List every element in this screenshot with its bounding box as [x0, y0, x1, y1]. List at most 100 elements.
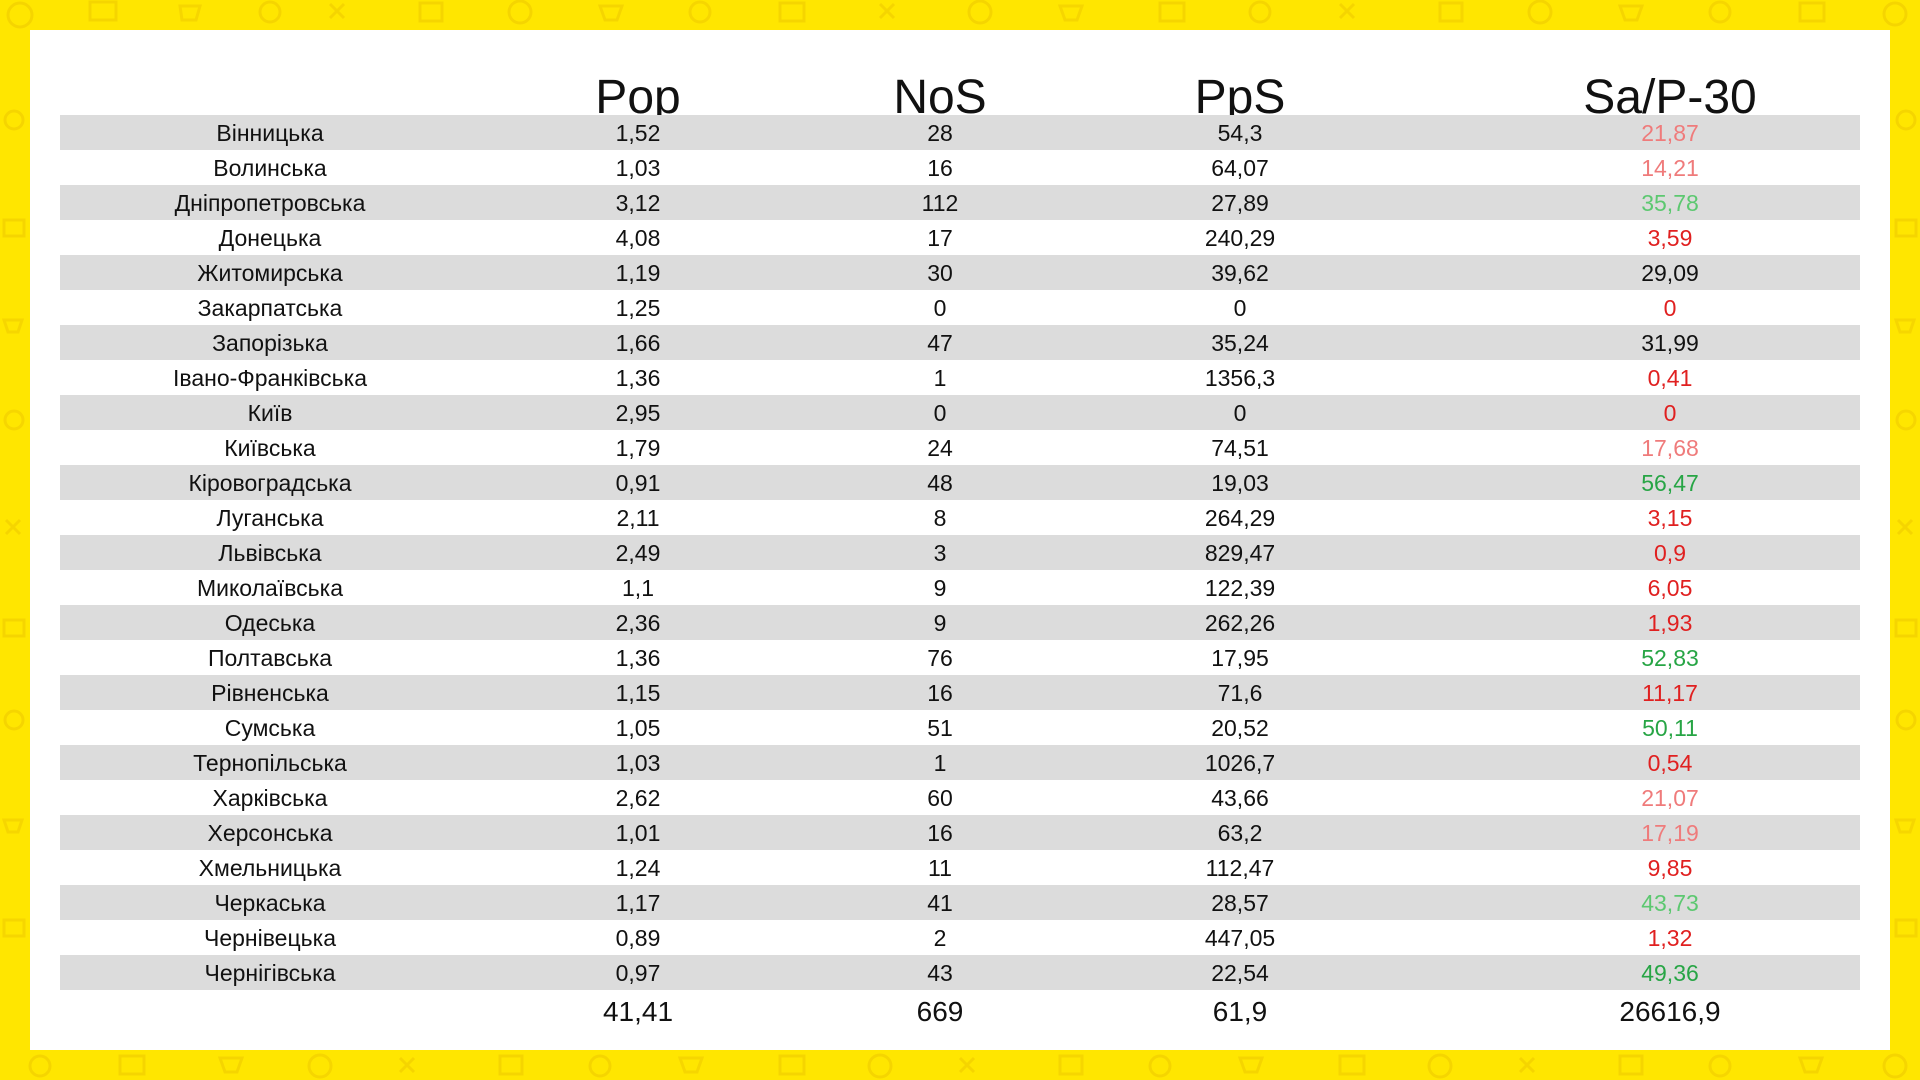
pop-cell: 1,36	[615, 365, 661, 391]
pps-cell: 43,66	[1211, 785, 1269, 811]
table-row: Закарпатська 1,25 0 0 0	[60, 290, 1860, 325]
sap-cell: 49,36	[1641, 960, 1699, 986]
total-pop: 41,41	[602, 996, 674, 1027]
region-name-cell: Київ	[247, 400, 293, 426]
table-row: Чернівецька 0,89 2 447,05 1,32	[60, 920, 1860, 955]
sap-cell: 11,17	[1642, 680, 1698, 706]
table-row: Сумська 1,05 51 20,52 50,11	[60, 710, 1860, 745]
pop-cell: 1,36	[615, 645, 661, 671]
nos-cell: 1	[933, 750, 947, 776]
pop-cell: 1,19	[615, 260, 661, 286]
totals-row: 41,41 669 61,9 26616,9	[60, 990, 1860, 1035]
region-name-cell: Луганська	[216, 505, 324, 531]
pop-cell: 1,79	[615, 435, 661, 461]
region-name-cell: Дніпропетровська	[174, 190, 366, 216]
pps-cell: 22,54	[1211, 960, 1269, 986]
pps-cell: 0	[1233, 400, 1247, 426]
sap-cell: 9,85	[1647, 855, 1693, 881]
pps-cell: 71,6	[1217, 680, 1263, 706]
nos-cell: 28	[927, 120, 953, 146]
nos-cell: 0	[933, 295, 947, 321]
region-name-cell: Закарпатська	[197, 295, 343, 321]
pps-cell: 64,07	[1211, 155, 1269, 181]
region-name-cell: Волинська	[213, 155, 327, 181]
nos-cell: 60	[927, 785, 953, 811]
region-name-cell: Донецька	[218, 225, 322, 251]
pop-cell: 1,05	[615, 715, 661, 741]
pop-cell: 2,95	[615, 400, 661, 426]
total-nos: 669	[916, 996, 964, 1027]
total-sap: 26616,9	[1619, 996, 1721, 1027]
table-row: Запорізька 1,66 47 35,24 31,99	[60, 325, 1860, 360]
pop-cell: 2,11	[616, 505, 660, 531]
sap-cell: 6,05	[1647, 575, 1693, 601]
sap-cell: 17,19	[1641, 820, 1699, 846]
region-name-cell: Тернопільська	[193, 750, 347, 776]
pop-cell: 2,62	[615, 785, 661, 811]
nos-cell: 9	[933, 575, 947, 601]
table-row: Херсонська 1,01 16 63,2 17,19	[60, 815, 1860, 850]
region-name-cell: Миколаївська	[196, 575, 344, 601]
sap-cell: 1,32	[1647, 925, 1693, 951]
table-row: Харківська 2,62 60 43,66 21,07	[60, 780, 1860, 815]
table-row: Донецька 4,08 17 240,29 3,59	[60, 220, 1860, 255]
pps-cell: 39,62	[1211, 260, 1269, 286]
region-name-cell: Вінницька	[216, 120, 324, 146]
nos-cell: 112	[921, 190, 959, 216]
region-name-cell: Чернівецька	[204, 925, 336, 951]
region-name-cell: Рівненська	[211, 680, 329, 706]
pop-cell: 3,12	[615, 190, 661, 216]
nos-cell: 0	[933, 400, 947, 426]
nos-cell: 76	[927, 645, 953, 671]
region-name-cell: Херсонська	[207, 820, 333, 846]
table-row: Чернігівська 0,97 43 22,54 49,36	[60, 955, 1860, 990]
pop-cell: 4,08	[615, 225, 661, 251]
region-name-cell: Львівська	[218, 540, 322, 566]
table-row: Львівська 2,49 3 829,47 0,9	[60, 535, 1860, 570]
table-row: Миколаївська 1,1 9 122,39 6,05	[60, 570, 1860, 605]
nos-cell: 41	[927, 890, 953, 916]
sap-cell: 1,93	[1647, 610, 1693, 636]
region-name-cell: Івано-Франківська	[172, 365, 368, 391]
nos-cell: 9	[933, 610, 947, 636]
nos-cell: 30	[927, 260, 953, 286]
sap-cell: 21,07	[1641, 785, 1699, 811]
region-name-cell: Кіровоградська	[188, 470, 352, 496]
nos-cell: 24	[927, 435, 953, 461]
table-panel: Pop NoS PpS Sa/P-30 Вінницька 1,52 28 54,3 2…	[30, 30, 1890, 1050]
pps-cell: 28,57	[1211, 890, 1269, 916]
pps-cell: 20,52	[1211, 715, 1269, 741]
table-row: Київ 2,95 0 0 0	[60, 395, 1860, 430]
nos-cell: 48	[927, 470, 953, 496]
region-name-cell: Київська	[224, 435, 316, 461]
pop-cell: 2,36	[615, 610, 661, 636]
region-name-cell: Житомирська	[197, 260, 343, 286]
pop-cell: 1,17	[615, 890, 661, 916]
sap-cell: 14,21	[1641, 155, 1699, 181]
table-row: Івано-Франківська 1,36 1 1356,3 0,41	[60, 360, 1860, 395]
sap-cell: 17,68	[1641, 435, 1699, 461]
table-row: Дніпропетровська 3,12 112 27,89 35,78	[60, 185, 1860, 220]
table-body: Вінницька 1,52 28 54,3 21,87 Волинська 1,03 16 6…	[60, 115, 1860, 990]
pps-cell: 122,39	[1204, 575, 1276, 601]
nos-cell: 16	[927, 820, 953, 846]
region-name-cell: Чернігівська	[204, 960, 336, 986]
nos-cell: 47	[927, 330, 953, 356]
sap-cell: 3,15	[1647, 505, 1693, 531]
pps-cell: 17,95	[1211, 645, 1269, 671]
table-row: Черкаська 1,17 41 28,57 43,73	[60, 885, 1860, 920]
pps-cell: 0	[1233, 295, 1247, 321]
sap-cell: 31,99	[1641, 330, 1699, 356]
pps-cell: 74,51	[1211, 435, 1269, 461]
sap-cell: 52,83	[1641, 645, 1699, 671]
pps-cell: 63,2	[1217, 820, 1263, 846]
pps-cell: 447,05	[1204, 925, 1276, 951]
nos-cell: 8	[933, 505, 947, 531]
region-name-cell: Полтавська	[207, 645, 333, 671]
table-row: Хмельницька 1,24 11 112,47 9,85	[60, 850, 1860, 885]
sap-cell: 35,78	[1641, 190, 1699, 216]
pps-cell: 112,47	[1205, 855, 1275, 881]
region-name-cell: Хмельницька	[198, 855, 342, 881]
pps-cell: 19,03	[1211, 470, 1269, 496]
sap-cell: 0,54	[1647, 750, 1693, 776]
